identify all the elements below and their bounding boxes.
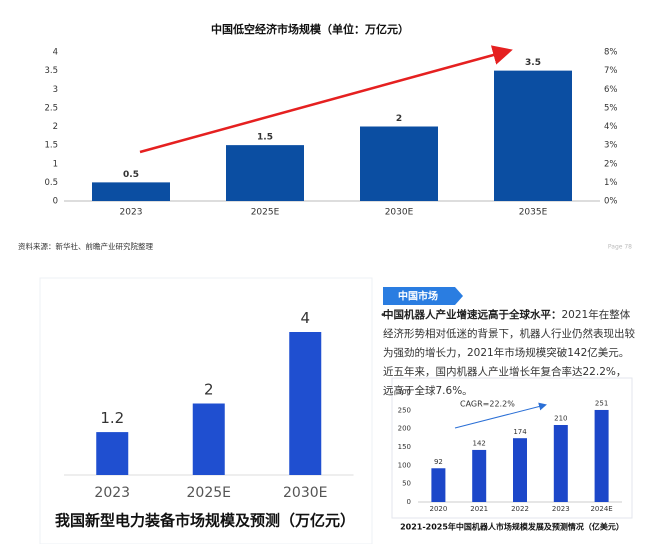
chart-title: 2021-2025年中国机器人市场规模发展及预测情况（亿美元） xyxy=(400,522,624,532)
value-label: 3.5 xyxy=(525,58,541,68)
x-tick-label: 2020 xyxy=(429,505,447,513)
x-tick-label: 2030E xyxy=(385,208,414,218)
value-label: 2 xyxy=(204,381,214,399)
trend-arrow xyxy=(139,45,513,154)
y2-tick-label: 5% xyxy=(604,103,618,113)
value-label: 251 xyxy=(595,400,608,408)
bar xyxy=(513,438,527,502)
x-tick-label: 2035E xyxy=(519,208,548,218)
y-tick-label: 0 xyxy=(53,197,58,207)
value-label: 2 xyxy=(396,114,402,124)
y-tick-label: 100 xyxy=(398,461,411,469)
value-label: 174 xyxy=(513,428,527,436)
x-tick-label: 2030E xyxy=(283,485,327,501)
y-tick-label: 300 xyxy=(398,388,411,396)
trend-arrow xyxy=(454,402,547,429)
bar xyxy=(96,432,129,475)
x-tick-label: 2025E xyxy=(251,208,280,218)
x-tick-label: 2022 xyxy=(511,505,529,513)
chart-title: 中国低空经济市场规模（单位：万亿元） xyxy=(211,22,409,36)
page-number: Page 78 xyxy=(608,244,632,251)
chart-title: 我国新型电力装备市场规模及预测（万亿元） xyxy=(55,512,355,530)
bar xyxy=(226,145,304,201)
y-tick-label: 0 xyxy=(407,498,411,506)
x-tick-label: 2023 xyxy=(94,485,130,501)
y2-tick-label: 0% xyxy=(604,197,618,207)
y-tick-label: 1 xyxy=(53,159,58,169)
y-tick-label: 2.5 xyxy=(44,103,58,113)
value-label: 4 xyxy=(300,309,310,327)
y2-tick-label: 7% xyxy=(604,66,618,76)
bar xyxy=(289,332,322,475)
bullet-body: 2021年在整体经济形势相对低迷的背景下，机器人行业仍然表现出较为强劲的增长力，… xyxy=(383,309,635,397)
y-tick-label: 250 xyxy=(398,406,411,414)
y-tick-label: 0.5 xyxy=(44,178,58,188)
y2-tick-label: 8% xyxy=(604,48,618,58)
bar xyxy=(360,126,438,201)
y-tick-label: 4 xyxy=(53,48,58,58)
y-tick-label: 1.5 xyxy=(44,141,58,151)
bar xyxy=(494,70,572,201)
bullet-mark: • xyxy=(380,310,386,321)
bar xyxy=(192,403,225,475)
y-tick-label: 2 xyxy=(53,122,58,132)
bar xyxy=(553,425,568,502)
y-tick-label: 50 xyxy=(402,480,411,488)
value-label: 1.2 xyxy=(100,409,124,427)
value-label: 92 xyxy=(434,458,443,466)
value-label: 210 xyxy=(554,415,567,423)
bar xyxy=(431,468,446,502)
bar xyxy=(594,409,609,502)
bullet-text: 中国机器人产业增速远高于全球水平：2021年在整体经济形势相对低迷的背景下，机器… xyxy=(383,306,635,401)
value-label: 142 xyxy=(473,440,486,448)
y2-tick-label: 3% xyxy=(604,141,618,151)
y-tick-label: 3.5 xyxy=(44,66,58,76)
x-tick-label: 2023 xyxy=(552,505,570,513)
header-text: 中国市场 xyxy=(398,290,438,303)
x-tick-label: 2021 xyxy=(470,505,488,513)
value-label: 0.5 xyxy=(123,170,139,180)
y-tick-label: 150 xyxy=(398,443,411,451)
y-tick-label: 3 xyxy=(53,85,58,95)
x-tick-label: 2024E xyxy=(590,505,612,513)
annotation: CAGR=22.2% xyxy=(460,400,515,409)
value-label: 1.5 xyxy=(257,133,273,143)
bar xyxy=(92,182,170,201)
source: 资料来源：新华社、前瞻产业研究院整理 xyxy=(18,241,153,251)
bar xyxy=(472,449,487,502)
x-tick-label: 2025E xyxy=(187,485,231,501)
y2-tick-label: 6% xyxy=(604,85,618,95)
y2-tick-label: 1% xyxy=(604,178,618,188)
x-tick-label: 2023 xyxy=(120,208,143,218)
y2-tick-label: 4% xyxy=(604,122,618,132)
y-tick-label: 200 xyxy=(398,425,411,433)
bullet-lead: 中国机器人产业增速远高于全球水平： xyxy=(383,309,562,321)
header-tag xyxy=(383,287,463,305)
y2-tick-label: 2% xyxy=(604,159,618,169)
